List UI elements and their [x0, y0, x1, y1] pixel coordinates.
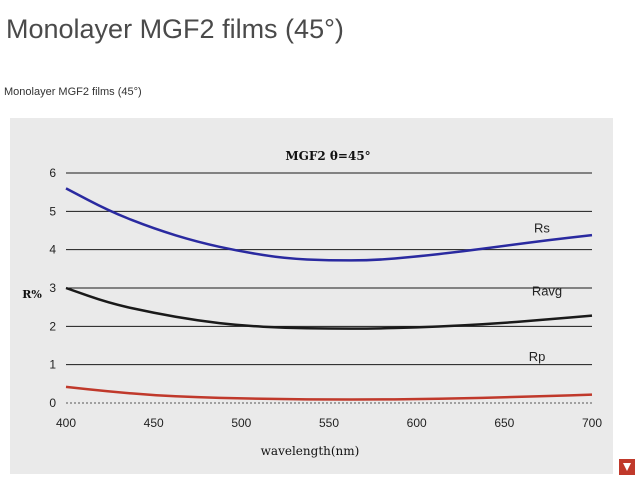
y-tick-label-1: 1 — [49, 358, 56, 372]
page-title: Monolayer MGF2 films (45°) — [6, 14, 344, 44]
y-tick-label-6: 6 — [49, 166, 56, 180]
series-label-rp: Rp — [529, 349, 546, 364]
y-axis-ticks: 0 1 2 3 4 5 6 — [49, 166, 56, 410]
x-tick-label-400: 400 — [56, 416, 76, 430]
series-label-ravg: Ravg — [532, 284, 562, 299]
series-line-ravg — [65, 286, 593, 330]
x-tick-label-700: 700 — [582, 416, 602, 430]
series-lines — [65, 187, 593, 401]
y-tick-label-3: 3 — [49, 281, 56, 295]
series-label-rs: Rs — [534, 220, 550, 235]
y-axis-label: R% — [22, 288, 42, 301]
x-tick-label-600: 600 — [407, 416, 427, 430]
x-tick-label-550: 550 — [319, 416, 339, 430]
x-tick-label-650: 650 — [494, 416, 514, 430]
series-line-rp — [65, 385, 593, 401]
y-tick-label-4: 4 — [49, 243, 56, 257]
logo-watermark-icon — [619, 459, 635, 475]
series-line-rs — [65, 187, 593, 262]
chart-caption: Monolayer MGF2 films (45°) — [4, 86, 142, 98]
series-labels: Rs Ravg Rp — [529, 220, 562, 363]
x-axis-ticks: 400 450 500 550 600 650 700 — [56, 416, 602, 430]
x-tick-label-450: 450 — [144, 416, 164, 430]
chart-background — [10, 118, 613, 474]
x-axis-label: wavelength(nm) — [261, 444, 360, 458]
y-tick-label-0: 0 — [49, 396, 56, 410]
y-tick-label-5: 5 — [49, 204, 56, 218]
x-tick-label-500: 500 — [231, 416, 251, 430]
chart-container: MGF2 θ=45° 0 1 2 3 4 5 6 400 450 500 550 600 650 700… — [10, 118, 613, 474]
grid-lines — [66, 172, 592, 404]
reflectance-chart: MGF2 θ=45° 0 1 2 3 4 5 6 400 450 500 550 600 650 700… — [10, 118, 613, 474]
y-tick-label-2: 2 — [49, 319, 56, 333]
chart-title: MGF2 θ=45° — [285, 149, 370, 163]
